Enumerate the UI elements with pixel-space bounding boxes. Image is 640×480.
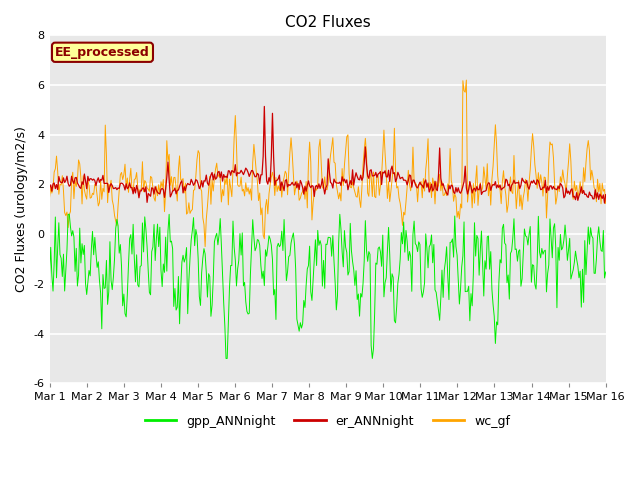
gpp_ANNnight (282, 278, 290, 284)
wc_gf (358, 185, 365, 191)
wc_gf (45, 194, 53, 200)
wc_gf (463, 77, 470, 83)
er_ANNnight (601, 200, 609, 206)
er_ANNnight (260, 104, 268, 109)
wc_gf (553, 194, 561, 200)
gpp_ANNnight (359, 281, 367, 287)
Line: gpp_ANNnight: gpp_ANNnight (49, 214, 605, 359)
gpp_ANNnight (457, 286, 465, 291)
er_ANNnight (282, 178, 289, 183)
Line: wc_gf: wc_gf (49, 80, 605, 247)
er_ANNnight (552, 186, 559, 192)
wc_gf (602, 201, 609, 206)
er_ANNnight (45, 184, 53, 190)
gpp_ANNnight (222, 356, 230, 361)
Legend: gpp_ANNnight, er_ANNnight, wc_gf: gpp_ANNnight, er_ANNnight, wc_gf (140, 410, 515, 433)
gpp_ANNnight (602, 269, 609, 275)
gpp_ANNnight (553, 305, 561, 311)
er_ANNnight (456, 189, 463, 195)
er_ANNnight (358, 178, 365, 183)
wc_gf (456, 216, 463, 222)
gpp_ANNnight (220, 300, 228, 306)
wc_gf (202, 244, 209, 250)
er_ANNnight (385, 168, 392, 173)
wc_gf (220, 193, 228, 199)
gpp_ANNnight (64, 211, 72, 217)
Title: CO2 Fluxes: CO2 Fluxes (285, 15, 371, 30)
er_ANNnight (219, 178, 227, 184)
wc_gf (282, 168, 289, 174)
Text: EE_processed: EE_processed (55, 46, 150, 59)
wc_gf (385, 179, 392, 185)
Line: er_ANNnight: er_ANNnight (49, 107, 605, 203)
gpp_ANNnight (386, 252, 394, 258)
gpp_ANNnight (45, 271, 53, 277)
er_ANNnight (602, 192, 609, 198)
Y-axis label: CO2 Fluxes (urology/m2/s): CO2 Fluxes (urology/m2/s) (15, 126, 28, 292)
